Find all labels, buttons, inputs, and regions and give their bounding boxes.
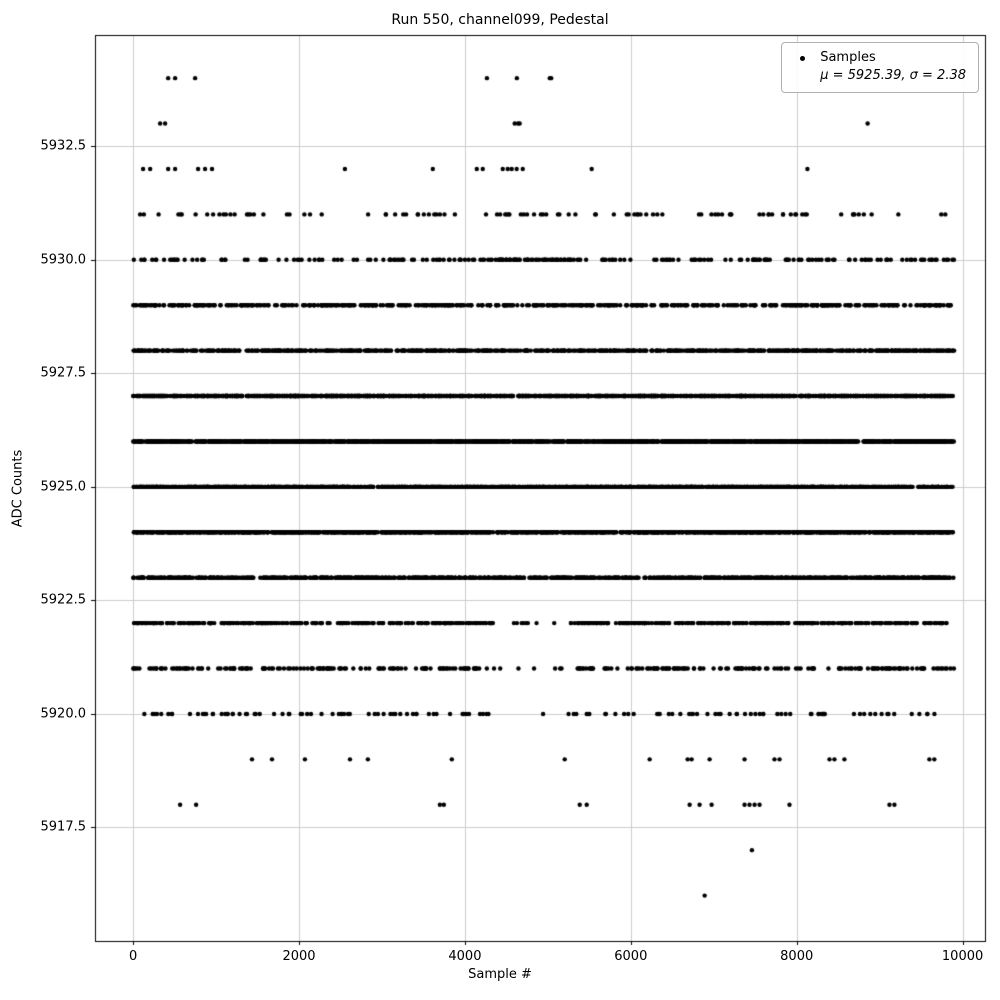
legend-stats-label: μ = 5925.39, σ = 2.38: [820, 68, 966, 83]
samples-marker-icon: [800, 55, 806, 61]
y-tick-label: 5920.0: [40, 706, 87, 722]
x-tick-label: 8000: [780, 949, 814, 964]
y-tick-label: 5932.5: [40, 138, 87, 154]
y-tick-label: 5922.5: [40, 592, 87, 608]
legend: Samples μ = 5925.39, σ = 2.38: [781, 42, 979, 93]
y-tick-label: 5917.5: [40, 819, 87, 835]
y-tick-label: 5925.0: [40, 479, 87, 495]
x-axis-label: Sample #: [468, 967, 532, 982]
legend-entry-samples: Samples: [792, 49, 966, 67]
chart-title: Run 550, channel099, Pedestal: [391, 12, 609, 28]
y-tick-label: 5927.5: [40, 365, 87, 381]
x-tick-label: 0: [129, 949, 138, 964]
y-axis-label: ADC Counts: [10, 449, 26, 528]
x-tick-label: 6000: [614, 949, 648, 964]
x-tick-label: 10000: [941, 949, 984, 964]
y-tick-label: 5930.0: [40, 252, 87, 268]
legend-samples-label: Samples: [820, 50, 876, 65]
x-tick-label: 4000: [448, 949, 482, 964]
x-tick-label: 2000: [282, 949, 316, 964]
